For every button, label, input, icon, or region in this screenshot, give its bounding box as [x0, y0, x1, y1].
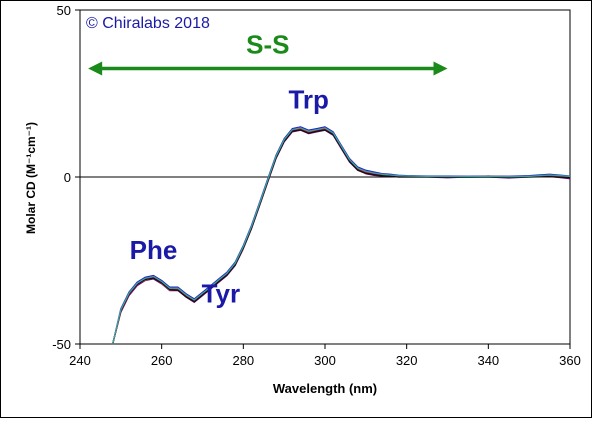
series-line-6	[112, 129, 571, 345]
y-tick-label: 0	[64, 170, 71, 185]
annotation-group: S-S Trp Phe Tyr	[130, 29, 329, 308]
x-tick-label: 360	[559, 353, 581, 368]
y-tick-label: 50	[57, 3, 71, 18]
x-tick-label: 260	[151, 353, 173, 368]
series-line-7	[112, 127, 571, 345]
arrow-head-right	[433, 61, 448, 76]
series-group	[112, 126, 571, 345]
annotation-trp: Trp	[288, 85, 328, 115]
arrow-head-left	[88, 61, 103, 76]
x-axis-ticks: 240 260 280 300 320 340 360	[69, 344, 581, 368]
y-axis-label: Molar CD (M⁻¹cm⁻¹)	[24, 122, 38, 234]
disulfide-arrow-group	[88, 61, 448, 76]
annotation-s-s: S-S	[246, 29, 289, 59]
x-axis-label: Wavelength (nm)	[273, 381, 377, 396]
x-tick-label: 320	[396, 353, 418, 368]
y-tick-label: -50	[52, 337, 71, 352]
x-tick-label: 340	[477, 353, 499, 368]
x-tick-label: 280	[232, 353, 254, 368]
copyright-text: © Chiralabs 2018	[86, 15, 210, 32]
y-axis-ticks: -50 0 50	[52, 3, 80, 352]
x-tick-label: 240	[69, 353, 91, 368]
annotation-phe: Phe	[130, 235, 178, 265]
annotation-tyr: Tyr	[202, 278, 241, 308]
x-tick-label: 300	[314, 353, 336, 368]
